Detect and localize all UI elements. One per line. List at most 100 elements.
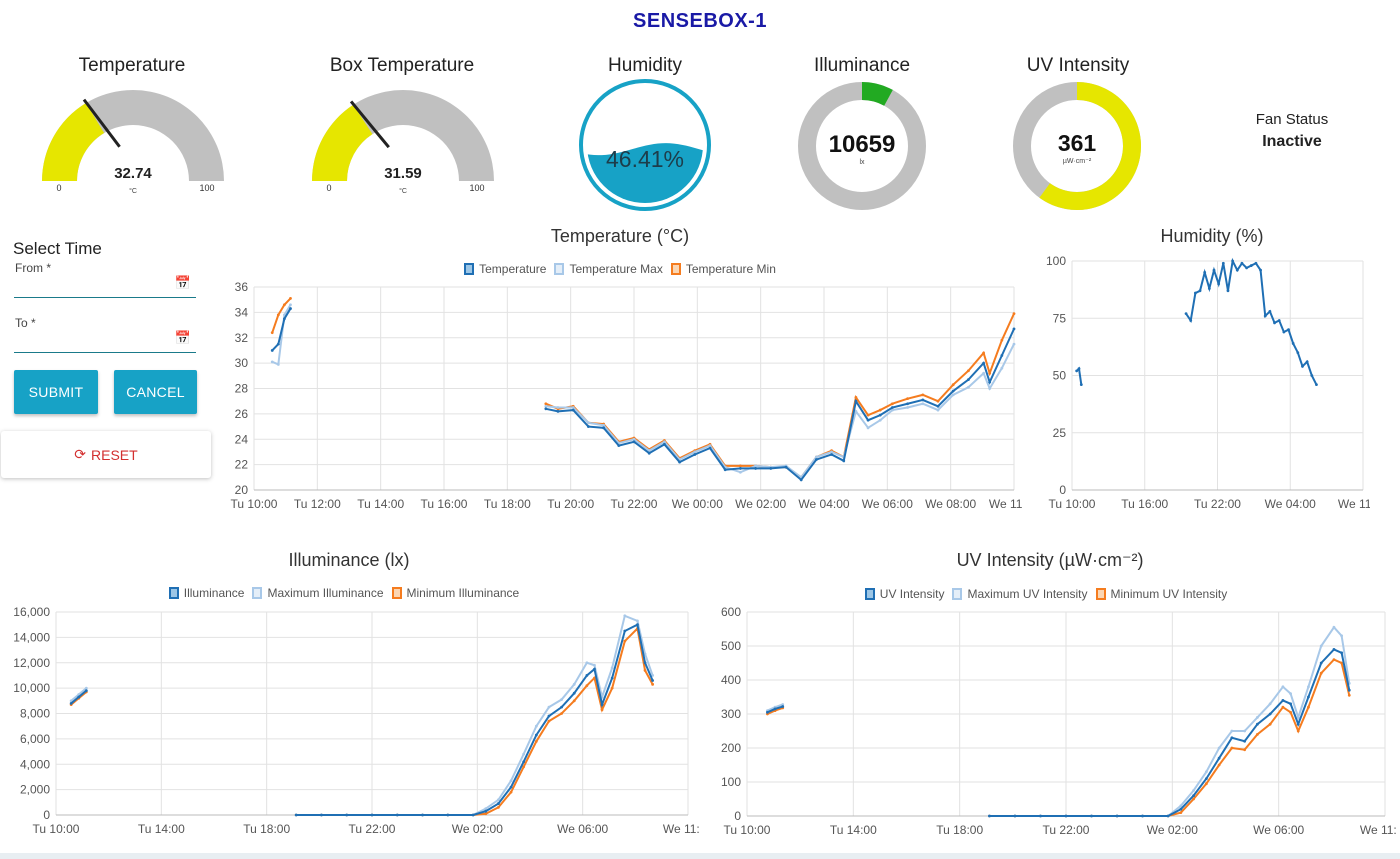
x-tick-label: We 02:00 — [1147, 823, 1198, 837]
data-point — [784, 465, 788, 469]
y-tick-label: 12,000 — [13, 656, 50, 670]
data-point — [370, 813, 374, 817]
data-point — [781, 703, 785, 706]
reset-button[interactable]: ⟳ RESET — [1, 431, 211, 478]
data-point — [693, 450, 697, 454]
y-tick-label: 26 — [235, 407, 249, 421]
data-point — [1296, 722, 1300, 726]
data-point — [1282, 330, 1286, 334]
data-point — [1039, 814, 1042, 818]
x-tick-label: Tu 10:00 — [33, 822, 80, 836]
data-point — [1064, 814, 1068, 818]
x-tick-label: Tu 18:00 — [243, 822, 290, 836]
x-tick-label: We 06:00 — [557, 822, 608, 836]
data-point — [484, 812, 488, 816]
data-point — [1287, 328, 1290, 332]
data-point — [585, 674, 589, 677]
data-point — [534, 740, 538, 743]
illuminance-widget-title: Illuminance — [813, 55, 911, 76]
data-point — [283, 303, 286, 307]
y-tick-label: 2,000 — [20, 783, 50, 797]
temperature-chart-legend: Temperature Temperature Max Temperature … — [420, 262, 820, 276]
data-point — [1235, 268, 1239, 272]
y-tick-label: 34 — [235, 305, 249, 319]
data-point — [799, 478, 803, 482]
data-point — [739, 470, 742, 474]
data-point — [544, 404, 548, 408]
cancel-button[interactable]: CANCEL — [114, 370, 197, 414]
gauge-box-temperature: 31.59 °C 0 100 — [312, 90, 494, 195]
data-point — [830, 453, 833, 456]
data-point — [936, 404, 940, 408]
data-point — [522, 760, 526, 764]
data-point — [754, 467, 757, 470]
data-point — [1013, 814, 1017, 818]
data-point — [484, 807, 488, 811]
gauge-temperature-needle — [82, 98, 121, 148]
data-point — [678, 460, 681, 464]
y-tick-label: 100 — [721, 775, 741, 789]
legend-item-max-uv[interactable]: Maximum UV Intensity — [952, 587, 1088, 601]
y-tick-label: 50 — [1053, 369, 1067, 383]
legend-item-min-illuminance[interactable]: Minimum Illuminance — [391, 586, 519, 600]
data-point — [1268, 722, 1272, 726]
from-date-input[interactable]: 📅 — [14, 275, 196, 298]
fan-status-value: Inactive — [1262, 133, 1322, 150]
y-tick-label: 10,000 — [13, 681, 50, 695]
legend-item-temperature-max[interactable]: Temperature Max — [554, 262, 663, 276]
legend-item-temperature-min[interactable]: Temperature Min — [670, 262, 776, 276]
data-point — [1263, 314, 1267, 318]
data-point — [276, 362, 280, 366]
series-line-temperature — [545, 328, 1015, 482]
data-point — [289, 303, 292, 307]
legend-item-min-uv[interactable]: Minimum UV Intensity — [1095, 587, 1227, 601]
data-point — [1268, 712, 1272, 716]
calendar-icon[interactable]: 📅 — [174, 275, 191, 290]
data-point — [1291, 342, 1295, 345]
data-point — [866, 426, 870, 430]
data-point — [294, 813, 298, 817]
data-point — [1301, 364, 1304, 368]
y-tick-label: 500 — [721, 639, 741, 653]
legend-item-max-illuminance[interactable]: Maximum Illuminance — [252, 586, 384, 600]
data-point — [708, 444, 712, 447]
data-point — [1141, 814, 1144, 818]
data-point — [1230, 746, 1234, 750]
calendar-icon[interactable]: 📅 — [174, 330, 191, 345]
data-point — [572, 682, 576, 686]
to-date-input[interactable]: 📅 — [14, 330, 196, 353]
x-tick-label: Tu 22:00 — [1043, 823, 1090, 837]
data-point — [547, 719, 551, 723]
legend-item-illuminance[interactable]: Illuminance — [168, 586, 244, 600]
submit-button[interactable]: SUBMIT — [14, 370, 98, 414]
data-point — [967, 369, 970, 373]
x-tick-label: We 11:00 — [1338, 497, 1370, 511]
y-tick-label: 28 — [235, 382, 249, 396]
gauge-temperature-unit: °C — [129, 187, 137, 195]
data-point — [497, 798, 500, 802]
gauge-temperature-value: 32.74 — [114, 165, 152, 182]
data-point — [1245, 266, 1248, 270]
data-point — [276, 342, 280, 346]
data-point — [1204, 782, 1208, 786]
data-point — [587, 425, 590, 428]
data-point — [1000, 354, 1004, 357]
legend-item-temperature[interactable]: Temperature — [464, 262, 546, 276]
legend-item-uv[interactable]: UV Intensity — [864, 587, 944, 601]
data-point — [1204, 777, 1208, 780]
data-point — [1243, 748, 1247, 752]
data-point — [708, 446, 712, 450]
x-tick-label: We 06:00 — [862, 497, 913, 511]
data-point — [571, 406, 575, 409]
data-point — [1307, 695, 1310, 699]
refresh-icon: ⟳ — [74, 446, 87, 462]
data-point — [651, 674, 655, 677]
data-point — [1012, 342, 1016, 346]
data-point — [1179, 804, 1183, 808]
data-point — [1212, 268, 1216, 272]
data-point — [571, 408, 575, 412]
data-point — [1268, 702, 1272, 706]
data-point — [602, 426, 605, 430]
data-point — [1281, 699, 1285, 702]
y-tick-label: 20 — [235, 483, 249, 497]
